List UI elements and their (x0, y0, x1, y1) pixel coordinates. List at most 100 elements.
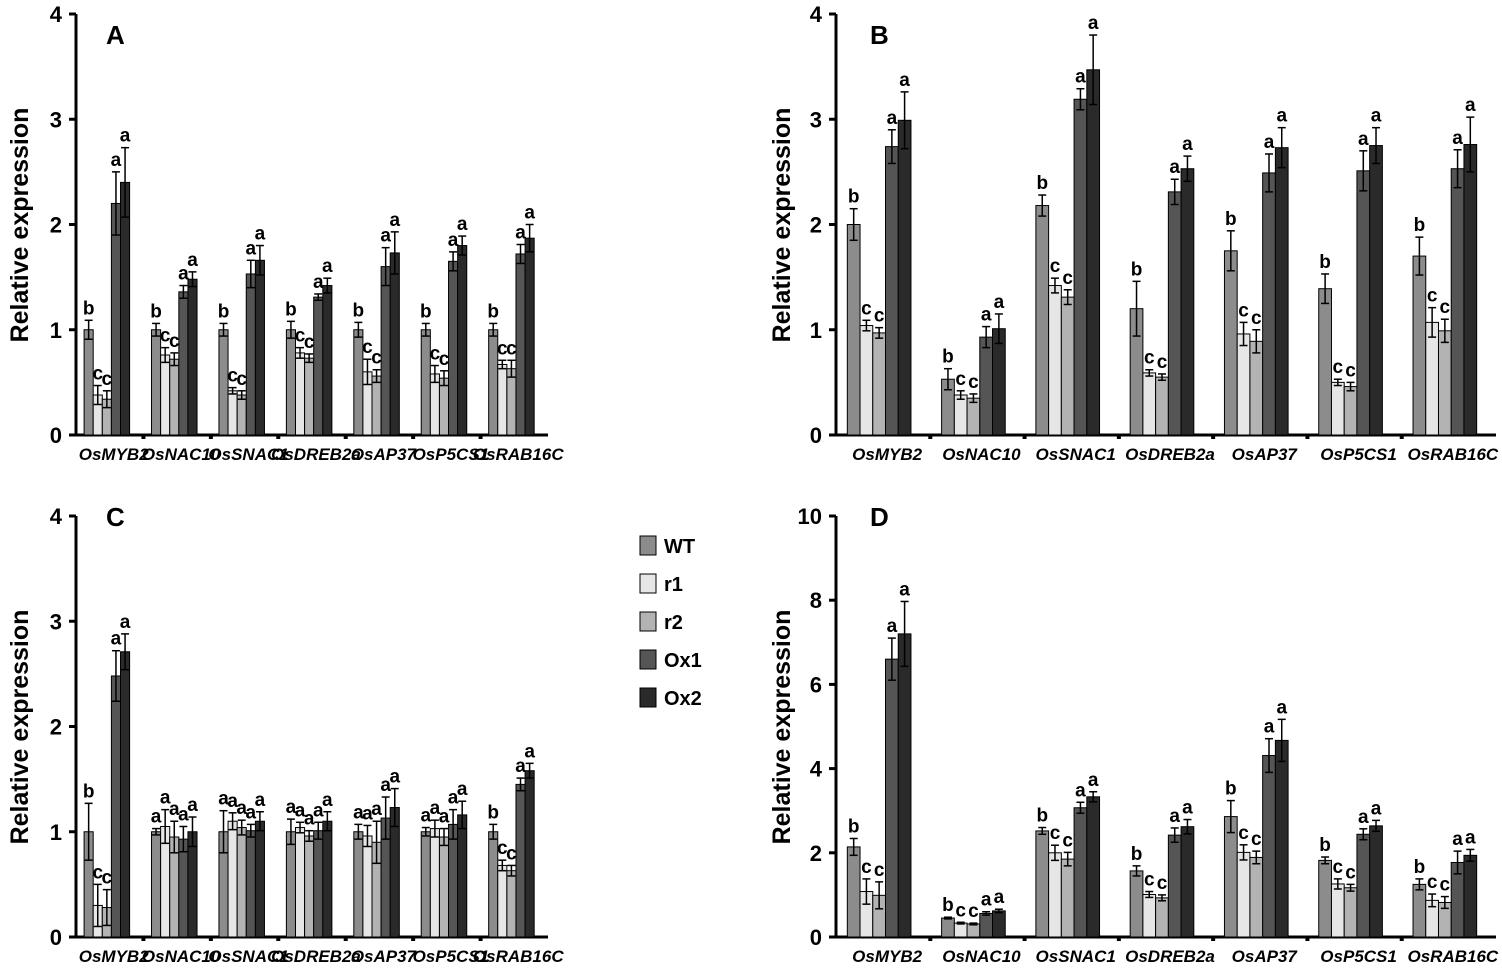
significance-label: c (1144, 348, 1155, 369)
legend-swatch-WT (639, 535, 657, 556)
panel-letter: A (106, 20, 125, 50)
significance-label: a (380, 226, 391, 247)
significance-label: b (1225, 209, 1237, 230)
significance-label: c (497, 838, 508, 859)
bar-r1-OsNAC10 (953, 394, 968, 436)
significance-label: a (448, 788, 459, 809)
significance-label: a (120, 612, 131, 633)
significance-label: a (362, 803, 373, 824)
bar-WT-OsSNAC1 (1035, 830, 1050, 938)
bar-Ox2-OsMYB2 (120, 181, 131, 436)
bar-r2-OsSNAC1 (1060, 296, 1075, 436)
significance-label: a (1358, 807, 1369, 828)
bar-Ox1-OsNAC10 (178, 838, 189, 938)
significance-label: a (187, 795, 198, 816)
bar-Ox1-OsAP37 (380, 266, 391, 436)
significance-label: a (178, 264, 189, 285)
significance-label: c (227, 366, 238, 387)
significance-label: b (83, 781, 95, 802)
bar-WT-OsAP37 (1223, 250, 1238, 436)
legend-swatch-Ox1 (639, 649, 657, 670)
significance-label: a (227, 791, 238, 812)
significance-label: c (160, 326, 171, 347)
legend-label-WT: WT (664, 536, 695, 558)
bar-Ox1-OsP5CS1 (448, 260, 459, 436)
bar-WT-OsAP37 (1223, 816, 1238, 938)
significance-label: a (515, 222, 526, 243)
significance-label: a (111, 629, 122, 650)
significance-label: b (1319, 252, 1331, 273)
y-tick-label: 2 (50, 715, 62, 740)
bar-r2-OsAP37 (1249, 856, 1264, 938)
significance-label: c (371, 348, 382, 369)
bar-Ox2-OsDREB2a (1180, 168, 1195, 436)
significance-label: c (1144, 870, 1155, 891)
bar-Ox2-OsSNAC1 (1086, 796, 1101, 938)
bar-Ox1-OsRAB16C (515, 783, 526, 938)
significance-label: a (111, 150, 122, 171)
category-label: OsSNAC1 (1036, 947, 1116, 966)
bar-Ox2-OsNAC10 (187, 831, 198, 938)
significance-label: c (1050, 823, 1061, 844)
bar-WT-OsDREB2a (1129, 870, 1144, 938)
bar-r2-OsNAC10 (966, 397, 981, 436)
significance-label: c (1345, 360, 1356, 381)
significance-label: a (160, 788, 171, 809)
y-tick-label: 4 (810, 2, 823, 27)
significance-label: a (887, 616, 898, 637)
significance-label: c (169, 331, 180, 352)
significance-label: c (1157, 873, 1168, 894)
significance-label: a (380, 775, 391, 796)
significance-label: c (102, 868, 113, 889)
bar-Ox2-OsMYB2 (120, 651, 131, 938)
significance-label: b (1036, 806, 1048, 827)
bar-Ox1-OsMYB2 (110, 675, 122, 938)
bar-Ox2-OsNAC10 (992, 328, 1006, 436)
significance-label: c (236, 369, 247, 390)
y-tick-label: 1 (50, 318, 62, 343)
significance-label: a (218, 789, 229, 810)
bar-r2-OsDREB2a (1155, 376, 1169, 436)
significance-label: c (1238, 823, 1249, 844)
bar-Ox2-OsNAC10 (187, 278, 198, 436)
bar-r2-OsRAB16C (506, 870, 517, 938)
category-label: OsRAB16C (1408, 947, 1499, 966)
bar-r2-OsNAC10 (169, 358, 180, 436)
significance-label: a (187, 250, 198, 271)
category-label: OsSNAC1 (208, 445, 288, 464)
category-label: OsDREB2a (1125, 445, 1215, 464)
category-label: OsDREB2a (271, 947, 361, 966)
significance-label: c (1427, 286, 1438, 307)
bar-WT-OsDREB2a (285, 831, 296, 938)
bar-WT-OsAP37 (353, 831, 364, 938)
significance-label: a (322, 256, 333, 277)
significance-label: a (899, 579, 910, 600)
significance-label: a (1182, 134, 1193, 155)
significance-label: a (389, 210, 400, 231)
category-label: OsAP37 (351, 947, 418, 966)
category-label: OsNAC10 (942, 947, 1021, 966)
bar-WT-OsRAB16C (1412, 883, 1427, 938)
significance-label: c (1062, 268, 1073, 289)
significance-label: c (955, 369, 966, 390)
category-label: OsP5CS1 (413, 947, 490, 966)
significance-label: c (295, 326, 306, 347)
significance-label: a (313, 272, 324, 293)
category-label: OsNAC10 (142, 947, 221, 966)
bar-Ox1-OsP5CS1 (1356, 170, 1371, 436)
significance-label: c (1157, 352, 1168, 373)
bar-Ox1-OsSNAC1 (1073, 807, 1088, 938)
significance-label: a (322, 790, 333, 811)
significance-label: c (430, 344, 441, 365)
bar-Ox1-OsSNAC1 (245, 273, 256, 436)
significance-label: b (420, 301, 432, 322)
significance-label: a (1088, 770, 1099, 791)
bar-WT-OsP5CS1 (420, 831, 431, 938)
bar-Ox2-OsSNAC1 (1086, 69, 1101, 436)
bar-r2-OsMYB2 (872, 332, 886, 436)
significance-label: b (487, 301, 499, 322)
significance-label: b (1319, 835, 1331, 856)
bar-Ox1-OsSNAC1 (245, 830, 256, 938)
bar-Ox1-OsDREB2a (313, 830, 324, 938)
y-tick-label: 1 (810, 318, 822, 343)
